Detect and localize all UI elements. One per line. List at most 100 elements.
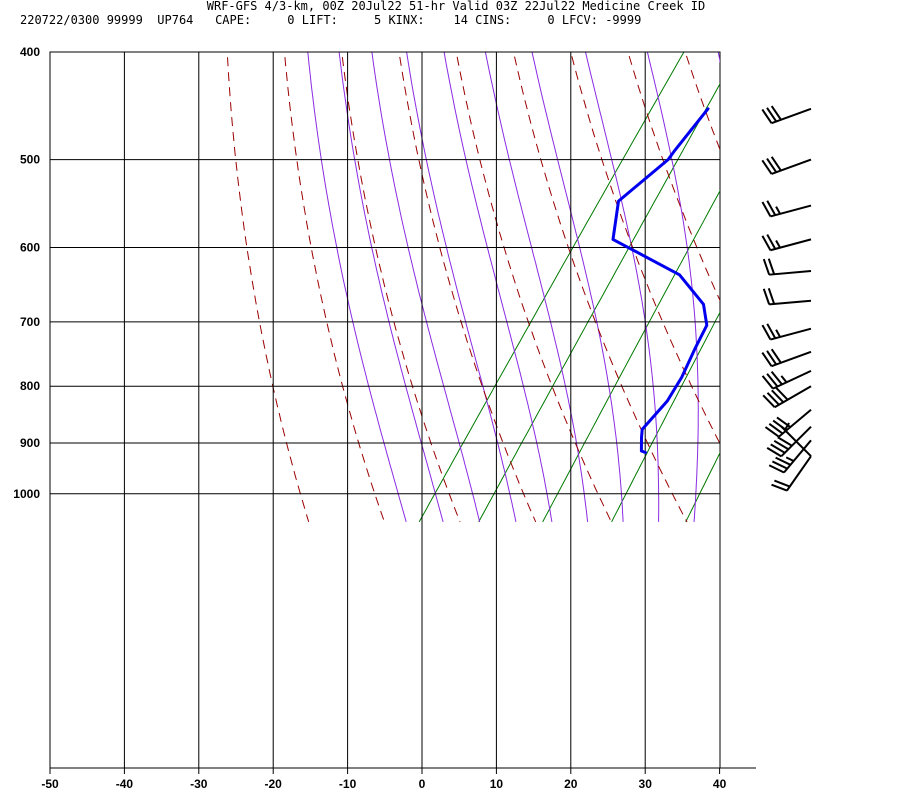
- moist-adiabat-line: [874, 27, 900, 522]
- moist-adiabats: [307, 27, 900, 523]
- moist-adiabat-line: [646, 52, 699, 522]
- y-tick-label: 800: [20, 379, 40, 393]
- wind-barb-staff: [774, 385, 812, 409]
- wind-barb-staff: [772, 369, 812, 390]
- wind-barb-feather: [785, 456, 795, 462]
- mixing-ratio-line: [850, 27, 900, 522]
- y-tick-label: 500: [20, 153, 40, 167]
- pressure-axis: 400 500 600 700 800 900 1000: [13, 45, 40, 501]
- wind-barb-feather: [762, 394, 776, 408]
- wind-barb-staff: [769, 270, 812, 276]
- dry-adiabat-line: [734, 27, 900, 522]
- wind-barb-feather: [766, 392, 780, 406]
- wind-barb-staff: [778, 408, 812, 438]
- mixing-ratio-line: [478, 82, 720, 523]
- wind-barb-staff: [770, 204, 812, 218]
- moist-adiabat-line: [484, 52, 589, 522]
- mixing-ratio-lines: [418, 27, 900, 523]
- wind-barb-feather: [771, 389, 785, 403]
- wind-barb: [771, 455, 812, 492]
- moist-adiabat-line: [838, 27, 900, 522]
- wind-barb-feather: [761, 352, 773, 367]
- wind-barb: [761, 348, 812, 368]
- dry-adiabat-line: [790, 27, 900, 522]
- wind-barb-feather: [764, 426, 780, 438]
- wind-barb-feather: [761, 235, 772, 251]
- wind-barb: [768, 439, 812, 474]
- wind-barb: [761, 323, 812, 341]
- x-tick-label: 30: [639, 777, 653, 791]
- stability-indices-line: 220722/0300 99999 UP764 CAPE: 0 LIFT: 5 …: [20, 13, 642, 27]
- wind-barb: [761, 369, 812, 390]
- wind-barb-staff: [770, 238, 812, 252]
- wind-barb: [761, 105, 812, 125]
- moist-adiabat-line: [531, 52, 624, 522]
- moist-adiabat-line: [371, 52, 481, 523]
- y-tick-label: 600: [20, 241, 40, 255]
- wind-barb-feather: [766, 107, 778, 123]
- wind-barb-feather: [771, 460, 788, 470]
- grid-lines: [50, 51, 720, 768]
- wind-barb-feather: [761, 108, 773, 124]
- wind-barb-feather: [766, 373, 779, 388]
- dry-adiabat-line: [398, 52, 537, 523]
- moist-adiabat-line: [717, 52, 720, 64]
- wind-barb-feather: [766, 234, 777, 250]
- wind-barb-staff: [769, 299, 812, 306]
- x-tick-label: -50: [41, 777, 59, 791]
- wind-barb-feather: [766, 158, 778, 173]
- wind-barb-feather: [775, 329, 781, 338]
- wind-barb-staff: [786, 455, 812, 492]
- wind-barb-feather: [770, 370, 783, 386]
- wind-barb: [761, 200, 812, 218]
- dry-adiabat-line: [847, 27, 900, 522]
- wind-barb-feather: [777, 436, 793, 447]
- wind-barb-feather: [773, 439, 789, 451]
- wind-barb: [761, 156, 812, 175]
- x-tick-label: 40: [713, 777, 727, 791]
- wind-barb-staff: [783, 439, 812, 474]
- wind-barb-feather: [775, 456, 791, 466]
- wind-barb-staff: [770, 327, 812, 341]
- wind-barb-feather: [768, 423, 784, 435]
- x-tick-label: -10: [339, 777, 357, 791]
- moist-adiabat-line: [338, 52, 444, 523]
- wind-barb: [780, 422, 812, 457]
- dry-adiabat-line: [455, 52, 612, 523]
- moist-adiabat-line: [584, 52, 660, 522]
- moist-adiabat-line: [801, 27, 871, 522]
- temperature-axis: -50 -40 -30 -20 -10 0 10 20 30 40: [41, 768, 727, 791]
- wind-barb-feather: [770, 105, 782, 121]
- wind-barb-feather: [770, 348, 782, 364]
- wind-barb-staff: [771, 158, 812, 175]
- wind-barb-feather: [766, 323, 777, 339]
- wind-barb: [761, 234, 812, 252]
- wind-barb-feather: [766, 350, 778, 366]
- y-tick-label: 900: [20, 436, 40, 450]
- dewpoint-profile-line: [611, 107, 710, 454]
- dry-adiabat-line: [341, 52, 461, 523]
- dry-adiabat-line: [226, 52, 310, 523]
- wind-barb-feather: [775, 206, 781, 215]
- wind-barb-feather: [775, 387, 789, 401]
- mixing-ratio-line: [611, 311, 720, 523]
- wind-barb-feather: [762, 288, 771, 305]
- wind-barb-feather: [761, 324, 772, 341]
- wind-barb-feather: [768, 464, 785, 474]
- mixing-ratio-line: [542, 189, 720, 523]
- wind-barb-feather: [761, 159, 773, 175]
- wind-barb-feather: [770, 443, 786, 454]
- y-tick-label: 400: [20, 45, 40, 59]
- wind-barbs: [761, 105, 812, 492]
- wind-barb-feather: [766, 200, 777, 216]
- wind-barb-feather: [767, 258, 776, 275]
- wind-barb-staff: [771, 350, 812, 368]
- wind-barb-feather: [766, 447, 782, 458]
- wind-barb-feather: [771, 483, 788, 492]
- mixing-ratio-line: [685, 451, 720, 523]
- moist-adiabat-line: [307, 52, 407, 523]
- moist-adiabat-line: [443, 52, 553, 522]
- temperature-profile-line: [734, 109, 785, 452]
- wind-barb-staff: [771, 107, 812, 125]
